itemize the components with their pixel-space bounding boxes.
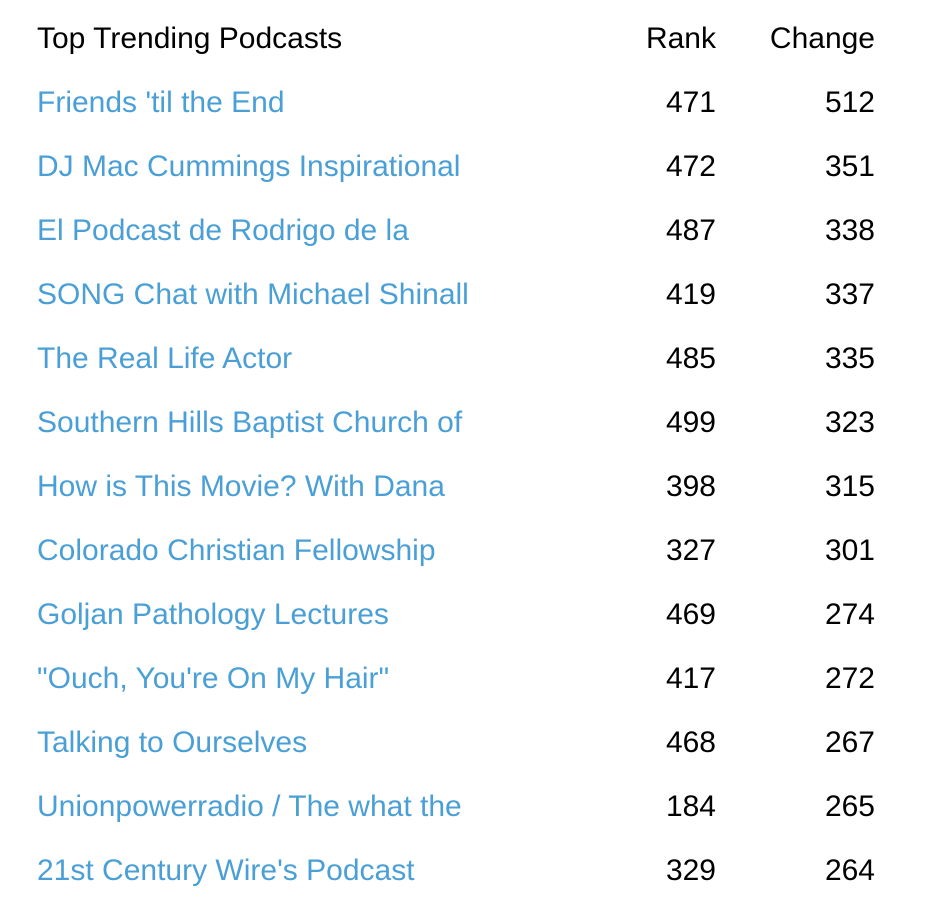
change-cell: 267	[824, 726, 875, 759]
rank-cell: 468	[665, 726, 716, 759]
change-cell: 264	[824, 854, 875, 887]
podcast-link[interactable]: Goljan Pathology Lectures	[37, 598, 389, 631]
podcast-link[interactable]: Unionpowerradio / The what the	[37, 790, 462, 823]
rank-cell: 329	[665, 854, 716, 887]
change-cell: 274	[824, 598, 875, 631]
podcast-link[interactable]: 21st Century Wire's Podcast	[37, 854, 415, 887]
podcast-link[interactable]: How is This Movie? With Dana	[37, 470, 445, 503]
header-title: Top Trending Podcasts	[37, 22, 343, 55]
change-cell: 265	[824, 790, 875, 823]
rank-cell: 419	[665, 278, 716, 311]
rank-cell: 487	[665, 214, 716, 247]
rank-cell: 469	[665, 598, 716, 631]
header-rank: Rank	[645, 22, 716, 55]
podcast-link[interactable]: "Ouch, You're On My Hair"	[37, 662, 390, 695]
rank-cell: 499	[665, 406, 716, 439]
rank-cell: 327	[665, 534, 716, 567]
podcast-link[interactable]: Southern Hills Baptist Church of	[37, 406, 463, 439]
podcast-link[interactable]: Talking to Ourselves	[37, 726, 308, 759]
podcast-link[interactable]: El Podcast de Rodrigo de la	[37, 214, 409, 247]
podcast-link[interactable]: The Real Life Actor	[37, 342, 293, 375]
change-cell: 351	[824, 150, 875, 183]
podcast-link[interactable]: SONG Chat with Michael Shinall	[37, 278, 469, 311]
podcast-link[interactable]: Colorado Christian Fellowship	[37, 534, 436, 567]
change-cell: 323	[824, 406, 875, 439]
change-cell: 337	[824, 278, 875, 311]
change-cell: 315	[824, 470, 875, 503]
podcast-link[interactable]: DJ Mac Cummings Inspirational	[37, 150, 461, 183]
change-cell: 301	[824, 534, 875, 567]
header-change: Change	[769, 22, 875, 55]
rank-cell: 472	[665, 150, 716, 183]
change-cell: 338	[824, 214, 875, 247]
rank-cell: 485	[665, 342, 716, 375]
rank-cell: 417	[665, 662, 716, 695]
rank-cell: 398	[665, 470, 716, 503]
podcast-link[interactable]: Friends 'til the End	[37, 86, 285, 119]
change-cell: 272	[824, 662, 875, 695]
rank-cell: 471	[665, 86, 716, 119]
change-cell: 335	[824, 342, 875, 375]
change-cell: 512	[824, 86, 875, 119]
rank-cell: 184	[665, 790, 716, 823]
